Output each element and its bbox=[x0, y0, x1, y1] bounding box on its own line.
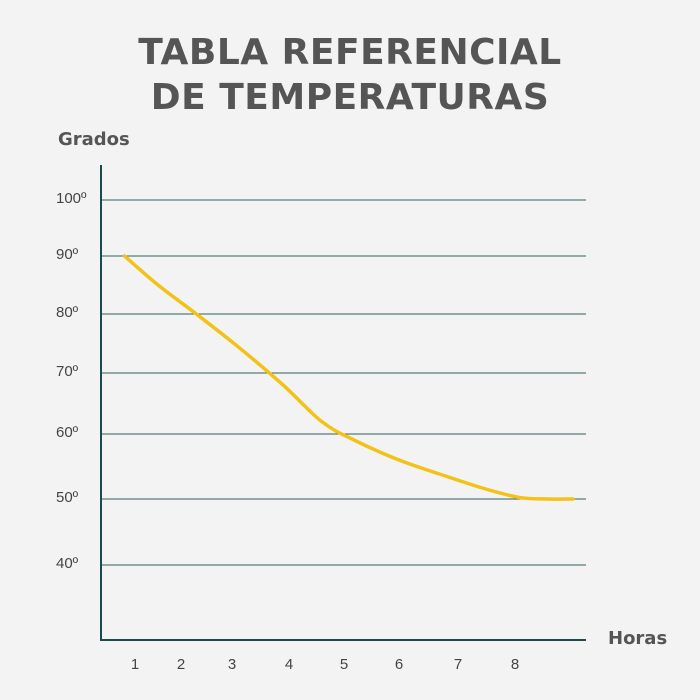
x-tick-labels: 1 2 3 4 5 6 7 8 bbox=[131, 656, 519, 673]
x-tick-label: 1 bbox=[131, 656, 139, 673]
x-tick-label: 2 bbox=[177, 656, 185, 673]
x-tick-label: 8 bbox=[511, 656, 519, 673]
y-tick-label: 80º bbox=[56, 304, 79, 321]
series-group bbox=[122, 254, 575, 501]
y-tick-labels: 100º 90º 80º 70º 60º 50º 40º bbox=[56, 190, 87, 572]
x-tick-label: 5 bbox=[340, 656, 348, 673]
x-tick-label: 6 bbox=[395, 656, 403, 673]
title-line-1: TABLA REFERENCIAL bbox=[138, 32, 562, 73]
grid-lines bbox=[101, 199, 586, 566]
x-axis-label: Horas bbox=[608, 628, 667, 649]
y-tick-label: 40º bbox=[56, 555, 79, 572]
temperature-line-0 bbox=[122, 254, 575, 501]
y-tick-label: 70º bbox=[56, 363, 79, 380]
x-tick-label: 4 bbox=[285, 656, 293, 673]
x-tick-label: 7 bbox=[454, 656, 462, 673]
chart-title: TABLA REFERENCIAL DE TEMPERATURAS bbox=[0, 30, 700, 120]
x-tick-label: 3 bbox=[228, 656, 236, 673]
y-tick-label: 90º bbox=[56, 246, 79, 263]
title-line-2: DE TEMPERATURAS bbox=[150, 77, 550, 118]
y-tick-label: 50º bbox=[56, 489, 79, 506]
y-tick-label: 100º bbox=[56, 190, 87, 207]
y-tick-label: 60º bbox=[56, 424, 79, 441]
y-axis-label: Grados bbox=[58, 129, 130, 150]
